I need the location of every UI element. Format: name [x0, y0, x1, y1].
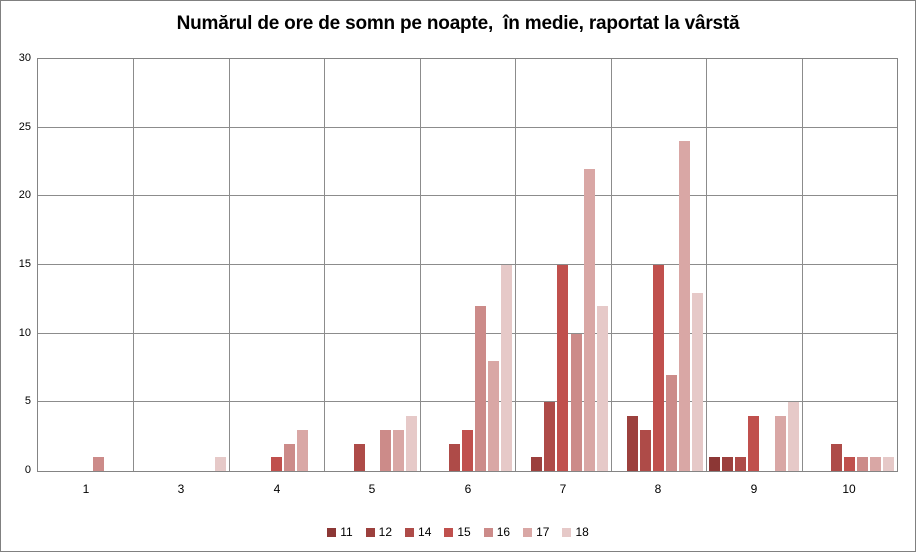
bar-age-16-hours-7 — [570, 333, 582, 471]
gridline-vertical — [515, 59, 516, 471]
gridline-vertical — [324, 59, 325, 471]
bar-age-17-hours-8 — [679, 141, 690, 471]
y-tick-label: 20 — [18, 189, 31, 201]
legend-swatch-icon — [562, 527, 572, 537]
bar-age-16-hours-8 — [666, 374, 677, 471]
bar-age-16-hours-10 — [856, 457, 868, 471]
y-tick-label: 0 — [24, 464, 31, 476]
legend-label: 16 — [496, 525, 511, 539]
legend-item-12: 12 — [365, 525, 393, 539]
legend-label: 15 — [457, 525, 471, 539]
bar-age-18-hours-9 — [787, 402, 799, 471]
bar-age-14-hours-8 — [639, 429, 651, 471]
legend-swatch-icon — [365, 527, 375, 537]
gridline-vertical — [420, 59, 421, 471]
x-tick-label: 10 — [842, 482, 856, 496]
bar-age-12-hours-9 — [722, 457, 734, 471]
bar-age-16-hours-1 — [93, 457, 105, 471]
gridline-horizontal — [38, 127, 897, 128]
legend-item-14: 14 — [405, 525, 431, 539]
bar-age-17-hours-5 — [392, 429, 404, 471]
bar-age-12-hours-7 — [531, 457, 543, 471]
bar-age-15-hours-9 — [748, 416, 760, 471]
gridline-horizontal — [38, 333, 897, 334]
bar-age-16-hours-6 — [475, 306, 487, 471]
legend-item-18: 18 — [562, 525, 589, 539]
bar-age-17-hours-7 — [583, 168, 595, 471]
bar-age-18-hours-7 — [596, 306, 608, 471]
x-tick-label: 1 — [82, 482, 90, 496]
legend-swatch-icon — [444, 527, 454, 537]
legend-label: 17 — [536, 525, 550, 539]
x-tick-label: 5 — [368, 482, 376, 496]
bar-age-14-hours-5 — [353, 443, 365, 471]
gridline-vertical — [229, 59, 230, 471]
x-tick-label: 9 — [750, 482, 758, 496]
bar-age-14-hours-10 — [830, 443, 842, 471]
gridline-vertical — [611, 59, 612, 471]
legend-label: 11 — [340, 525, 353, 539]
bar-age-16-hours-5 — [379, 429, 391, 471]
legend-swatch-icon — [483, 527, 493, 537]
legend-label: 14 — [418, 525, 432, 539]
bar-age-18-hours-10 — [883, 457, 894, 471]
bar-age-15-hours-4 — [271, 457, 283, 471]
bar-age-15-hours-8 — [652, 265, 664, 471]
legend-item-11: 11 — [327, 525, 353, 539]
y-axis-labels: 0 5 10 15 20 25 30 — [3, 53, 31, 476]
bar-age-15-hours-6 — [462, 429, 473, 471]
bar-age-18-hours-6 — [501, 265, 513, 471]
y-tick-label: 25 — [18, 121, 31, 133]
legend-swatch-icon — [405, 527, 415, 537]
bar-age-18-hours-8 — [692, 292, 704, 471]
bar-age-17-hours-9 — [774, 416, 786, 471]
plot-area — [37, 58, 898, 472]
bar-age-17-hours-4 — [297, 429, 309, 471]
bar-age-17-hours-10 — [869, 457, 881, 471]
x-tick-label: 8 — [654, 482, 662, 496]
bar-age-16-hours-4 — [284, 443, 296, 471]
y-tick-label: 10 — [18, 327, 31, 339]
bar-age-11-hours-9 — [709, 457, 721, 471]
gridline-horizontal — [38, 264, 897, 265]
x-tick-label: 4 — [273, 482, 281, 496]
x-tick-label: 7 — [559, 482, 567, 496]
x-tick-label: 3 — [177, 482, 185, 496]
legend: 11 12 14 15 16 17 18 — [1, 525, 915, 539]
bar-age-14-hours-9 — [735, 457, 747, 471]
gridline-horizontal — [38, 401, 897, 402]
legend-label: 12 — [378, 525, 393, 539]
bar-age-12-hours-8 — [626, 416, 638, 471]
bar-age-15-hours-10 — [843, 457, 855, 471]
y-tick-label: 15 — [18, 258, 31, 270]
legend-item-16: 16 — [483, 525, 511, 539]
chart-title: Numărul de ore de somn pe noapte, în med… — [176, 13, 740, 34]
bar-age-17-hours-6 — [488, 361, 500, 471]
gridline-vertical — [706, 59, 707, 471]
gridline-horizontal — [38, 195, 897, 196]
bar-age-18-hours-5 — [405, 416, 417, 471]
legend-item-15: 15 — [444, 525, 471, 539]
x-tick-label: 6 — [464, 482, 472, 496]
legend-label: 18 — [575, 525, 589, 539]
bar-age-14-hours-6 — [448, 443, 460, 471]
bar-age-14-hours-7 — [544, 402, 556, 471]
gridline-vertical — [802, 59, 803, 471]
bar-age-15-hours-7 — [557, 265, 569, 471]
legend-item-17: 17 — [523, 525, 549, 539]
legend-swatch-icon — [523, 527, 533, 537]
legend-swatch-icon — [327, 527, 337, 537]
y-tick-label: 5 — [24, 395, 31, 407]
gridline-vertical — [133, 59, 134, 471]
bar-age-18-hours-3 — [214, 457, 226, 471]
y-tick-label: 30 — [18, 52, 31, 64]
